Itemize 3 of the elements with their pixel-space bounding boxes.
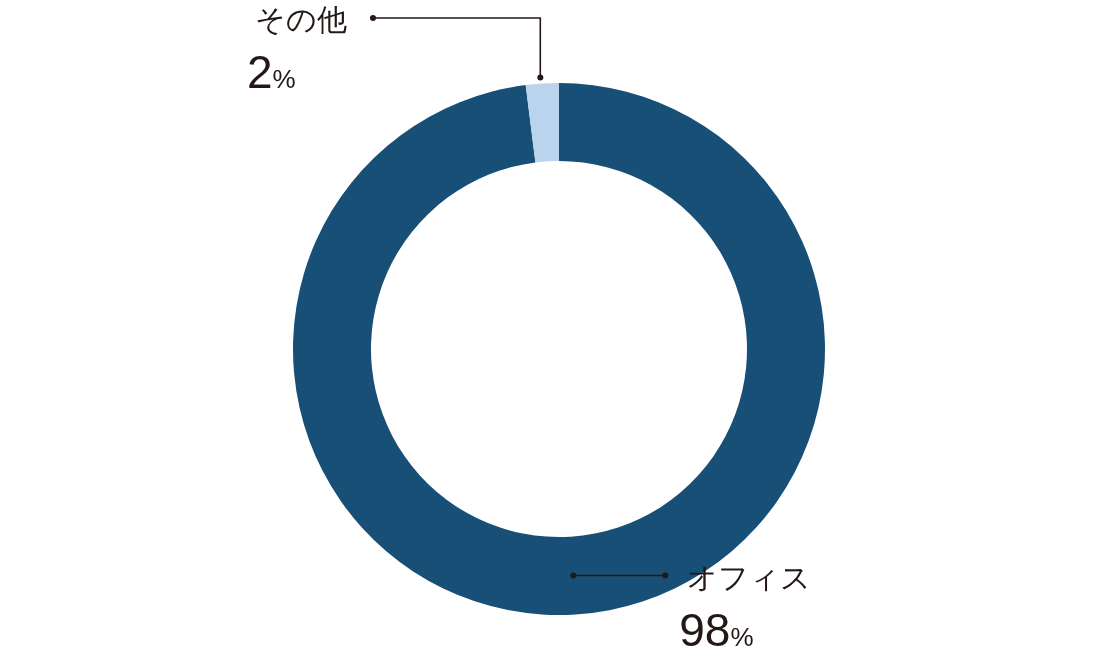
data-label: 2% (247, 46, 296, 98)
slice-label: その他 (255, 3, 347, 36)
data-label: 98% (679, 603, 754, 656)
